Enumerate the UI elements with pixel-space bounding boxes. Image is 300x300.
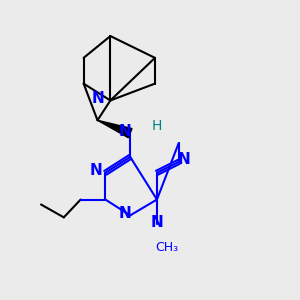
Text: N: N <box>177 152 190 167</box>
Text: N: N <box>89 163 102 178</box>
Text: N: N <box>92 91 105 106</box>
Text: CH₃: CH₃ <box>155 241 178 254</box>
Text: N: N <box>151 215 163 230</box>
Polygon shape <box>98 120 132 138</box>
Text: N: N <box>119 124 132 139</box>
Text: N: N <box>119 206 132 221</box>
Text: H: H <box>152 119 162 133</box>
